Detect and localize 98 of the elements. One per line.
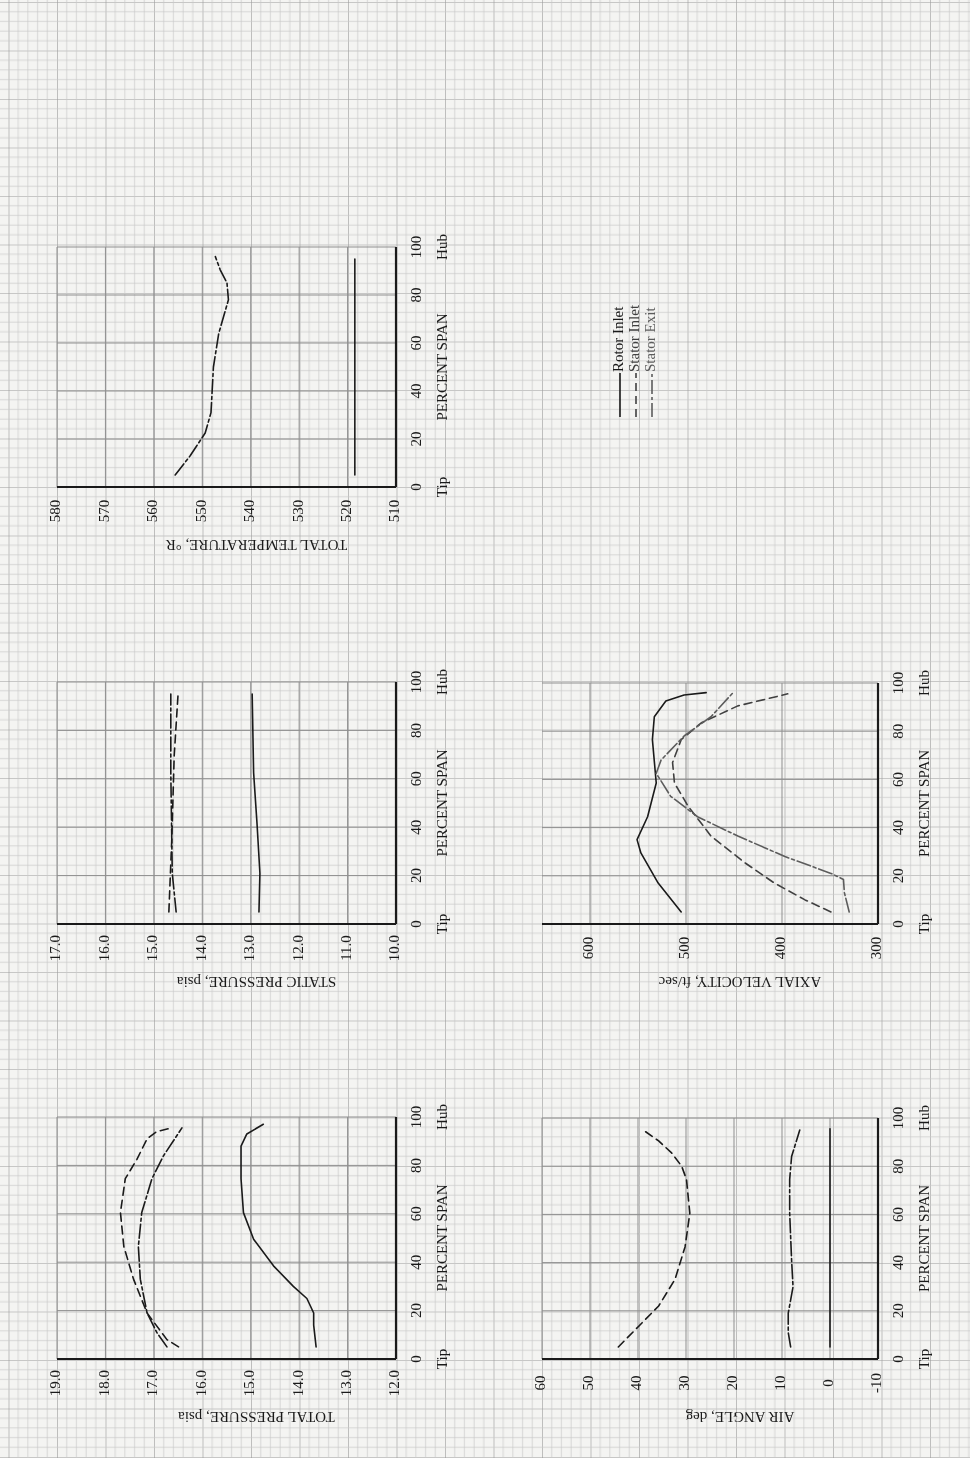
y-tick-label: 60 [890, 1206, 907, 1222]
y-tick-label: 40 [408, 383, 425, 399]
x-tick-label: 600 [580, 936, 597, 960]
x-tick-label: 20 [724, 1375, 741, 1391]
x-tick-label: 13.0 [338, 1369, 355, 1397]
y-tick-label: 80 [890, 1158, 907, 1174]
y-axis-title: PERCENT SPAN [434, 1184, 451, 1292]
line-series [636, 691, 707, 913]
x-tick-label: 50 [580, 1375, 597, 1391]
y-tick-label: 100 [890, 1106, 907, 1130]
line-series [240, 1123, 317, 1348]
text: Hub [434, 669, 451, 695]
text: Hub [434, 234, 451, 260]
y-tick-label: 0 [408, 483, 425, 491]
x-tick-label: 40 [628, 1375, 645, 1391]
x-tick-label: 11.0 [338, 935, 355, 961]
y-tick-label: 0 [408, 920, 425, 928]
x-tick-label: 16.0 [95, 934, 112, 962]
y-axis-title: PERCENT SPAN [916, 749, 933, 858]
x-tick-label: 500 [676, 936, 693, 960]
y-tick-label: 20 [408, 868, 425, 884]
y-tick-label: 20 [890, 1303, 907, 1319]
y-tick-label: 40 [890, 820, 907, 836]
x-tick-label: 16.0 [192, 1369, 209, 1397]
text: Stator Exit [642, 306, 659, 372]
text: Hub [434, 1104, 451, 1130]
line-series [119, 1127, 180, 1348]
x-tick-label: 17.0 [144, 1369, 161, 1397]
x-axis-title: TOTAL PRESSURE, psia [177, 1408, 335, 1425]
line-series [174, 255, 230, 476]
y-tick-label: 20 [408, 1303, 425, 1319]
x-tick-label: 12.0 [289, 934, 306, 962]
text: Hub [916, 670, 933, 696]
x-tick-label: 580 [47, 499, 64, 523]
x-axis-title: STATIC PRESSURE, psia [176, 973, 337, 990]
x-tick-label: 30 [676, 1375, 693, 1391]
text: Tip [916, 913, 933, 935]
text: Tip [434, 1348, 451, 1370]
y-tick-label: 100 [408, 235, 425, 259]
x-tick-label: 510 [386, 499, 403, 523]
line-series [617, 1129, 691, 1348]
line-series [251, 693, 261, 913]
x-tick-label: -10 [868, 1373, 885, 1393]
x-axis-title: AIR ANGLE, deg [685, 1408, 795, 1425]
text: Stator Inlet [626, 304, 643, 372]
x-tick-label: 18.0 [95, 1369, 112, 1397]
y-tick-label: 20 [890, 868, 907, 884]
x-tick-label: 540 [241, 499, 258, 523]
line-series [787, 1129, 801, 1348]
text: Tip [916, 1348, 933, 1370]
y-tick-label: 80 [408, 1157, 425, 1173]
x-tick-label: 13.0 [241, 934, 258, 962]
x-tick-label: 10 [772, 1375, 789, 1391]
line-series [655, 691, 850, 913]
x-tick-label: 14.0 [289, 1369, 306, 1397]
y-tick-label: 100 [408, 670, 425, 694]
y-tick-label: 0 [890, 1355, 907, 1363]
x-tick-label: 570 [95, 499, 112, 523]
x-tick-label: 560 [144, 499, 161, 523]
x-tick-label: 530 [289, 499, 306, 523]
y-tick-label: 20 [408, 431, 425, 447]
x-axis-title: AXIAL VELOCITY, ft/sec [658, 973, 822, 990]
x-axis-title: TOTAL TEMPERATURE, °R [165, 536, 348, 553]
x-tick-label: 400 [772, 936, 789, 960]
y-tick-label: 0 [890, 920, 907, 928]
text: Tip [434, 913, 451, 935]
text: Tip [434, 476, 451, 498]
y-tick-label: 100 [890, 671, 907, 695]
x-tick-label: 14.0 [192, 934, 209, 962]
y-tick-label: 0 [408, 1355, 425, 1363]
y-tick-label: 80 [408, 722, 425, 738]
y-tick-label: 60 [890, 771, 907, 787]
text: Hub [916, 1105, 933, 1131]
y-axis-title: PERCENT SPAN [916, 1184, 933, 1293]
y-tick-label: 60 [408, 771, 425, 787]
y-tick-label: 80 [890, 723, 907, 739]
line-series [671, 693, 832, 913]
x-tick-label: 10.0 [386, 934, 403, 962]
x-tick-label: 300 [868, 936, 885, 960]
x-tick-label: 17.0 [47, 934, 64, 962]
x-tick-label: 15.0 [144, 934, 161, 962]
x-tick-label: 12.0 [386, 1369, 403, 1397]
x-tick-label: 0 [820, 1379, 837, 1387]
y-tick-label: 100 [408, 1105, 425, 1129]
x-tick-label: 520 [338, 499, 355, 523]
y-tick-label: 60 [408, 335, 425, 351]
y-axis-title: PERCENT SPAN [434, 313, 451, 421]
y-tick-label: 40 [890, 1255, 907, 1271]
x-tick-label: 19.0 [47, 1369, 64, 1397]
y-tick-label: 40 [408, 819, 425, 835]
x-tick-label: 60 [532, 1375, 549, 1391]
x-tick-label: 550 [192, 499, 209, 523]
y-tick-label: 60 [408, 1206, 425, 1222]
y-axis-title: PERCENT SPAN [434, 749, 451, 857]
y-tick-label: 40 [408, 1254, 425, 1270]
text: Rotor Inlet [610, 305, 627, 372]
y-tick-label: 80 [408, 287, 425, 303]
x-tick-label: 15.0 [241, 1369, 258, 1397]
